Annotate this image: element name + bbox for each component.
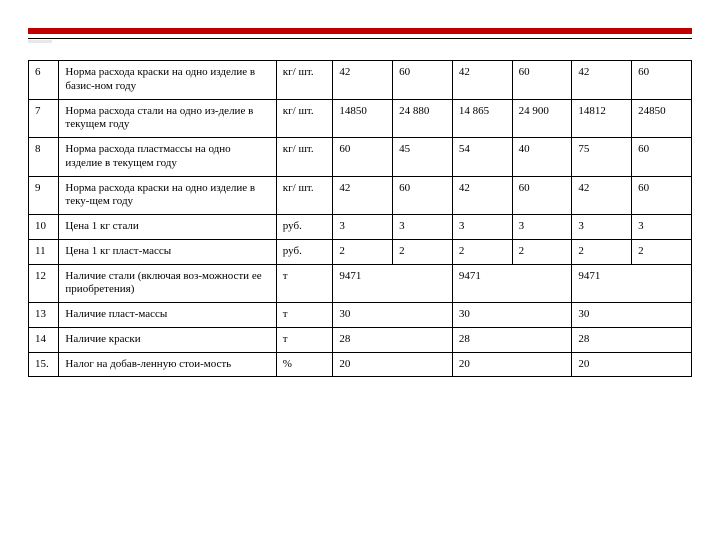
row-label: Наличие стали (включая воз-можности ее п… [59,264,276,303]
row-value: 2 [333,239,393,264]
row-number: 13 [29,303,59,328]
row-value: 45 [393,138,453,177]
row-label: Наличие пласт-массы [59,303,276,328]
row-value: 60 [512,61,572,100]
table-row: 11Цена 1 кг пласт-массыруб.222222 [29,239,692,264]
table-row: 15.Налог на добав-ленную стои-мость%2020… [29,352,692,377]
row-number: 10 [29,215,59,240]
table-row: 7Норма расхода стали на одно из-делие в … [29,99,692,138]
table-row: 6Норма расхода краски на одно изделие в … [29,61,692,100]
row-unit: % [276,352,333,377]
row-value: 30 [333,303,453,328]
row-value: 42 [452,61,512,100]
row-value: 28 [452,327,572,352]
row-value: 3 [632,215,692,240]
row-unit: кг/ шт. [276,138,333,177]
row-number: 7 [29,99,59,138]
row-unit: руб. [276,215,333,240]
row-value: 54 [452,138,512,177]
row-value: 42 [333,176,393,215]
row-value: 60 [393,176,453,215]
row-label: Налог на добав-ленную стои-мость [59,352,276,377]
header-rule [28,28,692,48]
row-label: Наличие краски [59,327,276,352]
row-unit: т [276,327,333,352]
row-unit: кг/ шт. [276,99,333,138]
row-value: 14812 [572,99,632,138]
row-value: 20 [452,352,572,377]
row-value: 42 [572,61,632,100]
header-rule-thin [28,38,692,39]
row-value: 14 865 [452,99,512,138]
table-row: 14Наличие краскит282828 [29,327,692,352]
row-value: 42 [572,176,632,215]
row-value: 42 [452,176,512,215]
row-unit: т [276,303,333,328]
row-value: 3 [333,215,393,240]
row-value: 60 [512,176,572,215]
row-number: 6 [29,61,59,100]
row-value: 2 [572,239,632,264]
table-row: 9Норма расхода краски на одно изделие в … [29,176,692,215]
row-unit: руб. [276,239,333,264]
row-value: 20 [572,352,692,377]
row-value: 40 [512,138,572,177]
row-value: 30 [452,303,572,328]
row-number: 14 [29,327,59,352]
row-value: 9471 [572,264,692,303]
row-number: 15. [29,352,59,377]
row-number: 12 [29,264,59,303]
row-unit: кг/ шт. [276,176,333,215]
row-value: 75 [572,138,632,177]
row-value: 3 [393,215,453,240]
row-value: 60 [333,138,393,177]
row-number: 9 [29,176,59,215]
row-value: 2 [452,239,512,264]
header-rule-red [28,28,692,34]
row-number: 11 [29,239,59,264]
row-value: 28 [572,327,692,352]
row-number: 8 [29,138,59,177]
row-value: 14850 [333,99,393,138]
data-table: 6Норма расхода краски на одно изделие в … [28,60,692,377]
row-value: 60 [632,176,692,215]
row-value: 2 [512,239,572,264]
row-label: Норма расхода краски на одно изделие в т… [59,176,276,215]
row-value: 28 [333,327,453,352]
row-value: 9471 [452,264,572,303]
row-label: Норма расхода пластмассы на одно изделие… [59,138,276,177]
row-value: 3 [512,215,572,240]
row-value: 42 [333,61,393,100]
row-unit: кг/ шт. [276,61,333,100]
row-value: 3 [572,215,632,240]
table-row: 13Наличие пласт-массыт303030 [29,303,692,328]
table-row: 10Цена 1 кг сталируб.333333 [29,215,692,240]
row-label: Норма расхода краски на одно изделие в б… [59,61,276,100]
row-label: Норма расхода стали на одно из-делие в т… [59,99,276,138]
table-row: 12Наличие стали (включая воз-можности ее… [29,264,692,303]
row-value: 60 [632,61,692,100]
row-value: 3 [452,215,512,240]
row-value: 60 [632,138,692,177]
row-label: Цена 1 кг пласт-массы [59,239,276,264]
table-row: 8Норма расхода пластмассы на одно издели… [29,138,692,177]
row-value: 24 900 [512,99,572,138]
row-value: 60 [393,61,453,100]
row-value: 2 [393,239,453,264]
row-value: 24 880 [393,99,453,138]
row-value: 2 [632,239,692,264]
row-value: 20 [333,352,453,377]
row-label: Цена 1 кг стали [59,215,276,240]
row-unit: т [276,264,333,303]
row-value: 9471 [333,264,453,303]
header-rule-shadow [28,40,52,43]
row-value: 24850 [632,99,692,138]
row-value: 30 [572,303,692,328]
